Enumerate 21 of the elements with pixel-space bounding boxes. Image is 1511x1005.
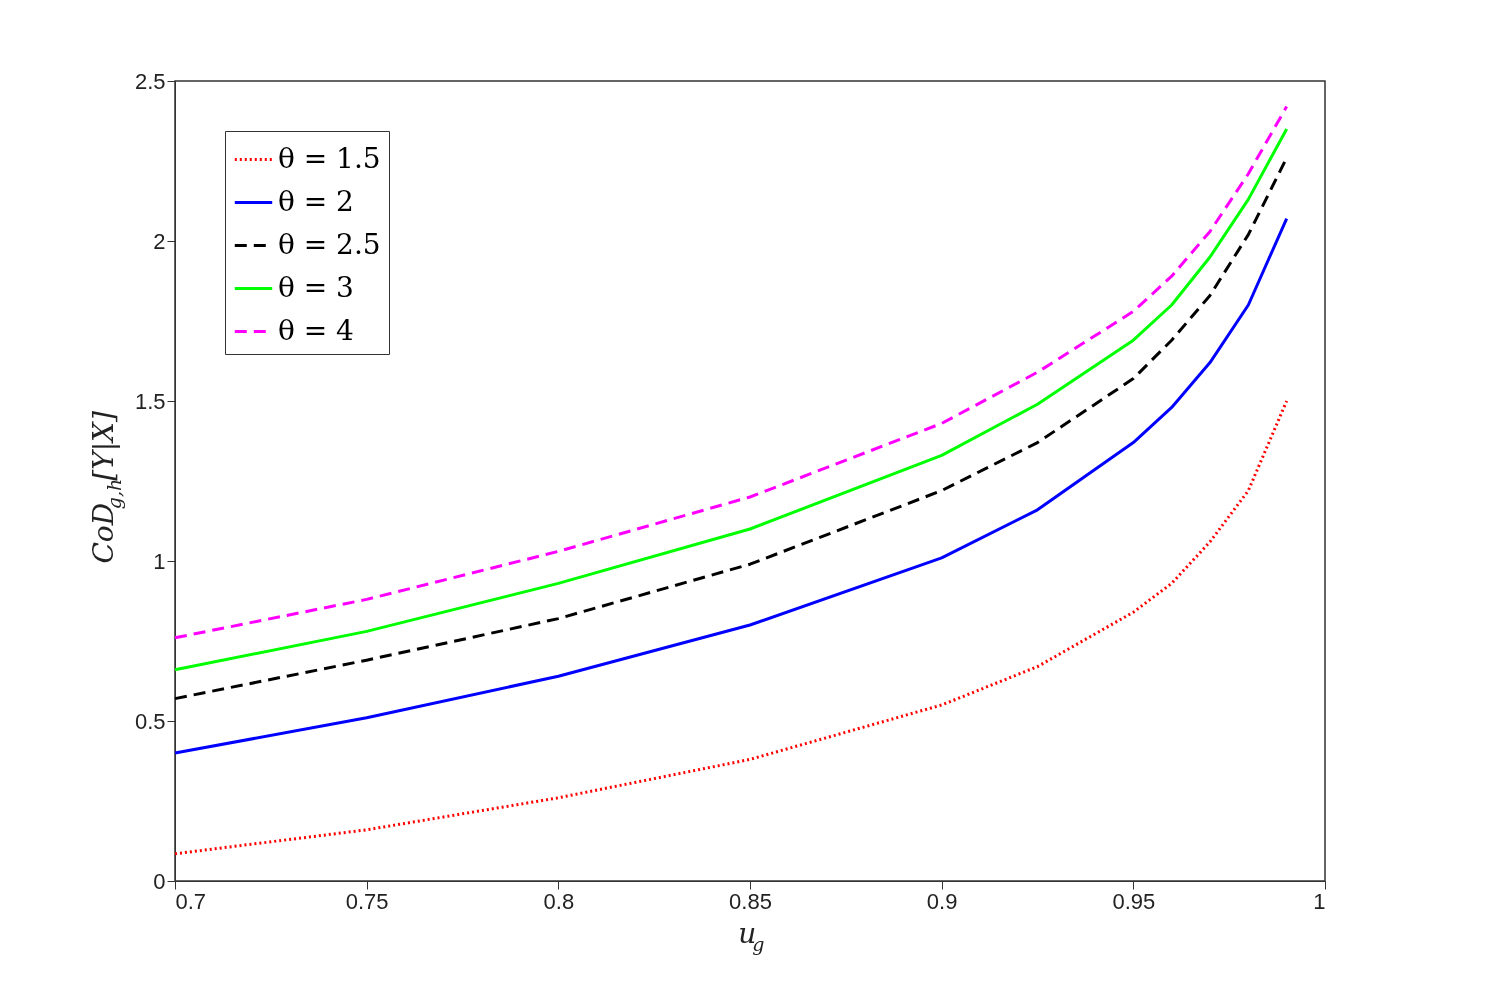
y-tick-label: 2.5 xyxy=(134,68,166,94)
y-tick-label: 1 xyxy=(153,548,166,574)
x-tick-label: 0.7 xyxy=(175,888,207,914)
x-tick-label: 0.85 xyxy=(729,888,772,914)
y-tick-label: 2 xyxy=(153,228,166,254)
x-tick-label: 0.75 xyxy=(345,888,389,914)
line-series xyxy=(173,399,1289,856)
legend-label: θ = 3 xyxy=(278,270,354,304)
y-tick-label: 0.5 xyxy=(134,708,166,734)
x-tick-label: 1 xyxy=(1313,888,1326,914)
x-tick-label: 0.8 xyxy=(543,888,575,914)
x-tick-label: 0.9 xyxy=(926,888,958,914)
y-tick-label: 1.5 xyxy=(134,388,166,414)
legend-label: θ = 1.5 xyxy=(278,141,381,175)
line-series xyxy=(173,217,1289,755)
y-tick-label: 0 xyxy=(153,868,166,894)
legend-label: θ = 2 xyxy=(278,184,354,218)
y-axis-title: CoDg,h[Y|X] xyxy=(87,410,125,564)
legend-label: θ = 4 xyxy=(278,313,354,347)
legend-label: θ = 2.5 xyxy=(278,227,381,261)
x-tick-label: 0.95 xyxy=(1112,888,1156,914)
